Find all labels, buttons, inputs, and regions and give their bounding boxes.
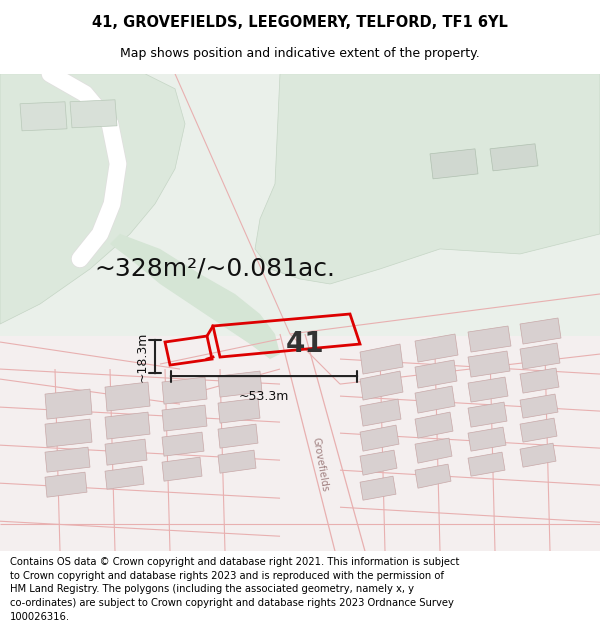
Polygon shape [255, 74, 600, 284]
Text: 41, GROVEFIELDS, LEEGOMERY, TELFORD, TF1 6YL: 41, GROVEFIELDS, LEEGOMERY, TELFORD, TF1… [92, 14, 508, 29]
Polygon shape [105, 382, 150, 411]
Polygon shape [468, 377, 508, 402]
Polygon shape [520, 443, 556, 467]
Polygon shape [218, 424, 258, 448]
Text: 41: 41 [286, 330, 325, 358]
Polygon shape [360, 450, 397, 475]
Polygon shape [162, 405, 207, 431]
Polygon shape [490, 144, 538, 171]
Polygon shape [415, 386, 455, 413]
Polygon shape [520, 318, 561, 344]
Polygon shape [360, 425, 399, 451]
Polygon shape [162, 377, 207, 404]
Text: ~53.3m: ~53.3m [239, 390, 289, 403]
Polygon shape [20, 102, 67, 131]
Polygon shape [218, 371, 262, 397]
Polygon shape [468, 402, 507, 427]
Polygon shape [0, 74, 185, 324]
Polygon shape [360, 344, 403, 374]
Polygon shape [105, 439, 147, 465]
Text: 100026316.: 100026316. [10, 612, 70, 622]
Polygon shape [162, 432, 204, 456]
Polygon shape [468, 351, 510, 377]
Polygon shape [45, 419, 92, 447]
Polygon shape [70, 100, 117, 127]
Polygon shape [218, 398, 260, 423]
Polygon shape [415, 438, 452, 463]
Text: co-ordinates) are subject to Crown copyright and database rights 2023 Ordnance S: co-ordinates) are subject to Crown copyr… [10, 598, 454, 608]
Text: Grovefields: Grovefields [310, 436, 329, 492]
Polygon shape [105, 412, 150, 439]
Text: to Crown copyright and database rights 2023 and is reproduced with the permissio: to Crown copyright and database rights 2… [10, 571, 444, 581]
Polygon shape [218, 450, 256, 473]
Polygon shape [415, 412, 453, 438]
Text: Map shows position and indicative extent of the property.: Map shows position and indicative extent… [120, 47, 480, 59]
Polygon shape [520, 418, 557, 442]
Text: HM Land Registry. The polygons (including the associated geometry, namely x, y: HM Land Registry. The polygons (includin… [10, 584, 414, 594]
Polygon shape [520, 368, 559, 393]
Polygon shape [520, 343, 560, 369]
Polygon shape [468, 427, 506, 451]
Polygon shape [45, 472, 87, 498]
Text: ~328m²/~0.081ac.: ~328m²/~0.081ac. [95, 257, 335, 281]
Polygon shape [360, 371, 403, 400]
Polygon shape [45, 447, 90, 472]
Polygon shape [45, 389, 92, 419]
Polygon shape [468, 326, 511, 352]
Polygon shape [520, 394, 558, 418]
Polygon shape [468, 452, 505, 476]
Polygon shape [415, 464, 451, 488]
Polygon shape [360, 399, 401, 426]
Polygon shape [415, 334, 458, 362]
Text: ~18.3m: ~18.3m [136, 331, 149, 382]
Bar [0, 74, 600, 336]
Polygon shape [430, 149, 478, 179]
Bar [0, 336, 600, 551]
Text: Contains OS data © Crown copyright and database right 2021. This information is : Contains OS data © Crown copyright and d… [10, 557, 460, 567]
Polygon shape [415, 360, 457, 388]
Polygon shape [105, 466, 144, 489]
Polygon shape [110, 234, 280, 359]
Polygon shape [360, 476, 396, 500]
Polygon shape [162, 457, 202, 481]
